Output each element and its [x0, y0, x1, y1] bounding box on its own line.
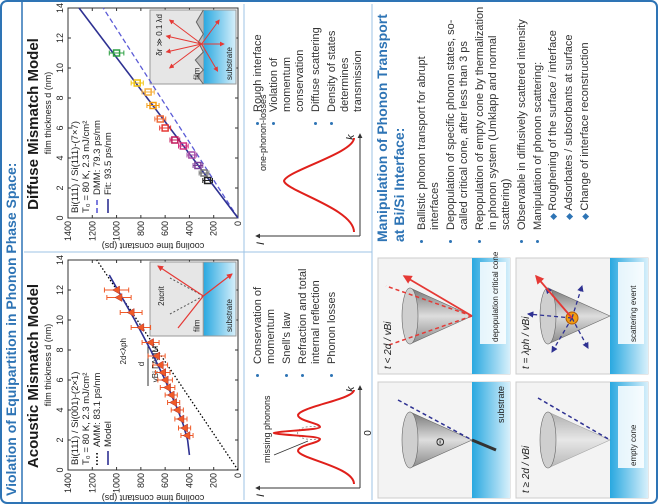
inset-label: film: [192, 319, 201, 332]
page: Violation of Equipartition in Phonon Pha…: [0, 0, 658, 504]
y-axis-label: cooling time constant (ps): [102, 241, 205, 251]
x-tick-label: 0: [55, 467, 65, 472]
bullet: Ballistic phonon transport for abrupt in…: [416, 6, 442, 230]
bullet: Manipulation of phonon scattering:Roughe…: [532, 6, 592, 230]
time-label: t ≥ 2d / vBi: [521, 445, 532, 493]
bullet: Refraction and total internal reflection: [297, 252, 323, 364]
y-tick-label: 1200: [87, 473, 97, 493]
section-title: Manipulation of Phonon Transport at Bi/S…: [374, 6, 408, 242]
sub-bullet: Change of interface reconstruction: [579, 6, 592, 220]
sketch-label: missing phonons: [262, 395, 272, 463]
x-axis-label: film thickness d (nm): [43, 324, 53, 407]
x-tick-label: 2: [55, 437, 65, 442]
chart-title: Acoustic Mismatch Model: [25, 284, 42, 468]
amm-bullets: Conservation of momentumSnell's lawRefra…: [252, 252, 342, 376]
poster: Violation of Equipartition in Phonon Pha…: [0, 0, 658, 504]
axis-label: k: [345, 386, 357, 392]
y-tick-label: 200: [209, 473, 219, 488]
panel-label: scattering event: [629, 285, 638, 342]
bullet: Violation of momentum conservation: [268, 0, 307, 112]
bullet: Rough interface: [252, 0, 265, 112]
phonon-distribution: [274, 390, 354, 484]
panel-label: substrate: [496, 386, 506, 423]
y-tick-label: 1400: [63, 473, 73, 493]
x-tick-label: 2: [55, 185, 65, 190]
legend-header: T₀ = 80 K, 2.3 mJ/cm²: [81, 373, 92, 465]
panel-label: empty cone: [629, 424, 638, 466]
legend-label: AMM: 83.1 ps/nm: [92, 372, 103, 447]
x-tick-label: 12: [55, 285, 65, 295]
legend-label: Fit: 93.5 ps/nm: [103, 132, 114, 195]
y-tick-label: 800: [136, 221, 146, 236]
y-tick-label: 1000: [112, 221, 122, 241]
x-tick-label: 10: [55, 315, 65, 325]
legend-label: Model: [103, 421, 114, 447]
manipulation-section: Manipulation of Phonon Transport at Bi/S…: [374, 6, 595, 242]
inset-label: δr ≫ 0.1 λd: [155, 14, 164, 56]
axis-label: I: [255, 494, 267, 497]
axis-label: I: [255, 242, 267, 245]
bullet: Depopulation of specific phonon states, …: [445, 6, 471, 230]
manipulation-bullets: Ballistic phonon transport for abrupt in…: [416, 6, 592, 242]
y-tick-label: 600: [160, 473, 170, 488]
x-tick-label: 4: [55, 407, 65, 412]
x-tick-label: 6: [55, 377, 65, 382]
inset-label: film: [192, 67, 201, 80]
y-tick-label: 0: [233, 221, 243, 226]
inset-label: 2αcrit: [157, 285, 166, 306]
y-tick-label: 600: [160, 221, 170, 236]
sub-bullets: Roughening of the surface / interfaceAds…: [547, 6, 592, 230]
bullet: Phonon losses: [326, 252, 339, 364]
axis-label: k: [345, 134, 357, 140]
bullet: Diffuse scattering: [310, 0, 323, 112]
y-tick-label: 1400: [63, 221, 73, 241]
x-tick-label: 8: [55, 95, 65, 100]
dmm-bullets: Rough interfaceViolation of momentum con…: [252, 0, 368, 124]
legend-label: DMM: 79.3 ps/nm: [92, 120, 103, 195]
inset-label: d: [137, 362, 146, 366]
x-tick-label: 6: [55, 125, 65, 130]
legend-header: Bi(111) / Si(111)-(7×7): [70, 121, 81, 213]
x-tick-label: 10: [55, 63, 65, 73]
inset-label: substrate: [225, 299, 234, 332]
x-tick-label: 14: [55, 3, 65, 13]
origin-label: 0: [363, 430, 374, 436]
bullet: Observable in diffusively scattered inte…: [516, 6, 529, 230]
x-axis-label: film thickness d (nm): [43, 72, 53, 155]
time-label: t = λph / vBi: [521, 316, 532, 369]
pointer: [274, 441, 308, 455]
inset-label: 2d<λph: [119, 338, 128, 364]
bullet: Repopulation of empty cone by thermaliza…: [474, 6, 513, 230]
x-tick-label: 14: [55, 255, 65, 265]
x-tick-label: 0: [55, 215, 65, 220]
poster-title: Violation of Equipartition in Phonon Pha…: [3, 163, 19, 496]
cone-top: [540, 412, 556, 468]
y-tick-label: 800: [136, 473, 146, 488]
legend-header: Bi(111) / Si(001)-(2×1): [70, 372, 81, 465]
time-label: t < 2d / vBi: [383, 321, 394, 369]
y-tick-label: 0: [233, 473, 243, 478]
x-tick-label: 12: [55, 33, 65, 43]
cone-top: [402, 412, 418, 468]
inset-label: substrate: [225, 47, 234, 80]
y-tick-label: 400: [184, 221, 194, 236]
x-tick-label: 4: [55, 155, 65, 160]
y-tick-label: 200: [209, 221, 219, 236]
sub-bullet: Adsorbates / subsorbants at surface: [563, 6, 576, 220]
cone-symbol: Θ: [435, 437, 447, 446]
y-axis-label: cooling time constant (ps): [102, 493, 205, 503]
y-tick-label: 400: [184, 473, 194, 488]
y-tick-label: 1200: [87, 221, 97, 241]
chart-title: Diffuse Mismatch Model: [25, 38, 42, 210]
bullet: Conservation of momentum: [252, 252, 278, 364]
sub-bullet: Roughening of the surface / interface: [547, 6, 560, 220]
panel-label: depopulation critical cone: [491, 251, 500, 342]
legend-header: T₀ = 80 K, 2.3 mJ/cm²: [81, 121, 92, 213]
x-tick-label: 8: [55, 347, 65, 352]
bullet: Density of states determines transmissio…: [326, 0, 365, 112]
phonon-distribution: [284, 138, 354, 232]
bullet: Snell's law: [281, 252, 294, 364]
y-tick-label: 1000: [112, 473, 122, 493]
